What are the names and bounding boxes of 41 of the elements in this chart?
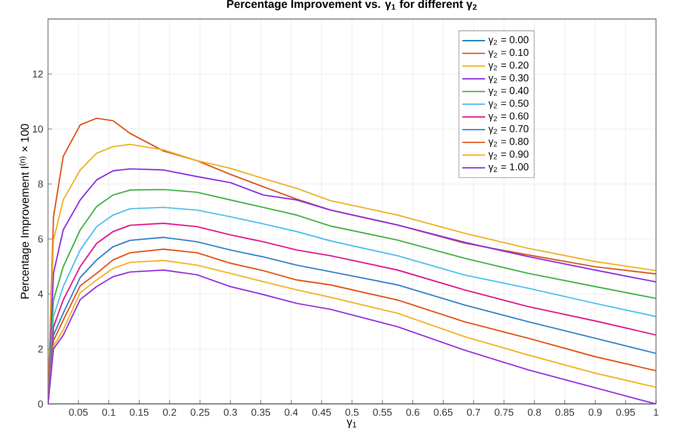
x-tick-label: 0.35 (251, 408, 270, 416)
legend-label: γ$_{2}$ = 0.30 (488, 74, 528, 84)
legend-label: γ$_{2}$ = 0.60 (488, 112, 528, 122)
x-tick-label: 0.85 (555, 408, 574, 416)
x-tick-label: 0.45 (312, 408, 331, 416)
legend-label: γ$_{2}$ = 1.00 (488, 163, 528, 172)
x-tick-label: 0.8 (528, 408, 541, 416)
y-tick-label: 6 (38, 235, 43, 243)
y-tick-label: 10 (32, 125, 43, 133)
y-tick-label: 0 (38, 400, 43, 408)
legend-label: γ$_{2}$ = 0.70 (488, 125, 528, 134)
y-axis-title: Percentage Improvement I$^{(n)}$ × 100 (19, 124, 32, 298)
x-tick-label: 0.4 (284, 408, 298, 416)
x-tick-label: 0.6 (406, 408, 420, 416)
x-tick-label: 0.7 (467, 408, 480, 416)
x-tick-label: 0.25 (190, 408, 210, 416)
x-tick-label: 0.65 (434, 408, 453, 416)
x-tick-label: 0.15 (130, 408, 149, 416)
x-tick-label: 0.75 (494, 408, 514, 416)
y-tick-label: 12 (32, 70, 43, 78)
chart-title: Percentage Improvement vs. γ$_{1}$ for different γ$_{2}$ (227, 0, 477, 10)
y-tick-label: 4 (38, 290, 43, 298)
legend-label: γ$_{2}$ = 0.40 (488, 87, 528, 96)
legend-label: γ$_{2}$ = 0.50 (488, 100, 528, 109)
x-tick-label: 1 (654, 408, 658, 416)
legend-label: γ$_{2}$ = 0.20 (488, 62, 528, 71)
x-tick-label: 0.1 (102, 408, 116, 416)
x-tick-label: 0.95 (616, 408, 635, 416)
x-tick-label: 0.05 (69, 408, 88, 416)
x-axis-title: γ$_{1}$ (346, 420, 356, 428)
y-tick-label: 2 (38, 346, 43, 352)
x-tick-label: 0.9 (588, 408, 602, 416)
y-tick-label: 8 (38, 180, 43, 188)
x-tick-label: 0.5 (345, 408, 359, 416)
x-tick-label: 0.2 (163, 408, 176, 416)
x-tick-label: 0.3 (224, 408, 237, 416)
legend-label: γ$_{2}$ = 0.00 (488, 36, 528, 46)
legend-label: γ$_{2}$ = 0.90 (488, 150, 528, 160)
x-tick-label: 0.55 (373, 408, 392, 416)
legend-label: γ$_{2}$ = 0.10 (488, 48, 528, 58)
legend-label: γ$_{2}$ = 0.80 (488, 138, 528, 147)
